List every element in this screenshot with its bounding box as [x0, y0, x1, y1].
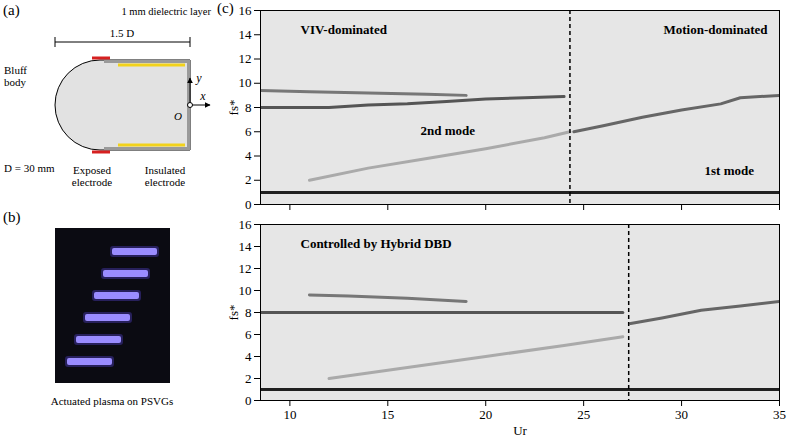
svg-text:30: 30: [675, 407, 688, 422]
svg-text:fs*: fs*: [226, 100, 241, 116]
svg-text:10: 10: [239, 283, 252, 298]
svg-text:16: 16: [239, 217, 253, 232]
svg-text:(a): (a): [3, 2, 20, 19]
svg-text:(b): (b): [3, 209, 21, 226]
svg-text:20: 20: [479, 407, 492, 422]
svg-text:Controlled by Hybrid DBD: Controlled by Hybrid DBD: [301, 236, 452, 251]
svg-text:0: 0: [245, 197, 252, 212]
svg-text:14: 14: [239, 27, 253, 42]
svg-text:fs*: fs*: [226, 305, 241, 321]
svg-text:8: 8: [245, 100, 252, 115]
svg-text:2: 2: [245, 172, 252, 187]
svg-text:0: 0: [245, 393, 252, 408]
svg-text:O: O: [174, 110, 182, 122]
svg-text:Insulatedelectrode: Insulatedelectrode: [145, 164, 186, 188]
svg-text:2: 2: [245, 371, 252, 386]
svg-text:12: 12: [239, 261, 252, 276]
svg-text:D = 30 mm: D = 30 mm: [4, 162, 55, 174]
svg-text:Motion-dominated: Motion-dominated: [664, 22, 769, 37]
svg-text:4: 4: [245, 148, 252, 163]
svg-text:Bluffbody: Bluffbody: [4, 64, 27, 88]
svg-text:y: y: [195, 71, 202, 85]
svg-text:VIV-dominated: VIV-dominated: [301, 22, 388, 37]
svg-text:16: 16: [239, 3, 253, 18]
svg-text:4: 4: [245, 349, 252, 364]
svg-text:1.5 D: 1.5 D: [110, 27, 135, 39]
svg-text:Actuated plasma on PSVGs: Actuated plasma on PSVGs: [51, 395, 174, 407]
svg-text:1st mode: 1st mode: [705, 163, 755, 178]
svg-text:10: 10: [239, 75, 252, 90]
svg-text:1 mm dielectric layer: 1 mm dielectric layer: [121, 6, 211, 17]
html-text:(c): (c): [217, 0, 234, 16]
svg-text:6: 6: [245, 124, 252, 139]
svg-text:Exposedelectrode: Exposedelectrode: [72, 164, 112, 188]
svg-text:Ur: Ur: [513, 423, 527, 438]
svg-text:6: 6: [245, 327, 252, 342]
svg-text:35: 35: [773, 407, 786, 422]
svg-text:10: 10: [283, 407, 296, 422]
svg-text:15: 15: [381, 407, 394, 422]
svg-text:x: x: [199, 89, 206, 103]
svg-text:8: 8: [245, 305, 252, 320]
svg-text:25: 25: [577, 407, 590, 422]
svg-text:2nd mode: 2nd mode: [421, 123, 476, 138]
svg-text:14: 14: [239, 239, 253, 254]
svg-text:12: 12: [239, 51, 252, 66]
